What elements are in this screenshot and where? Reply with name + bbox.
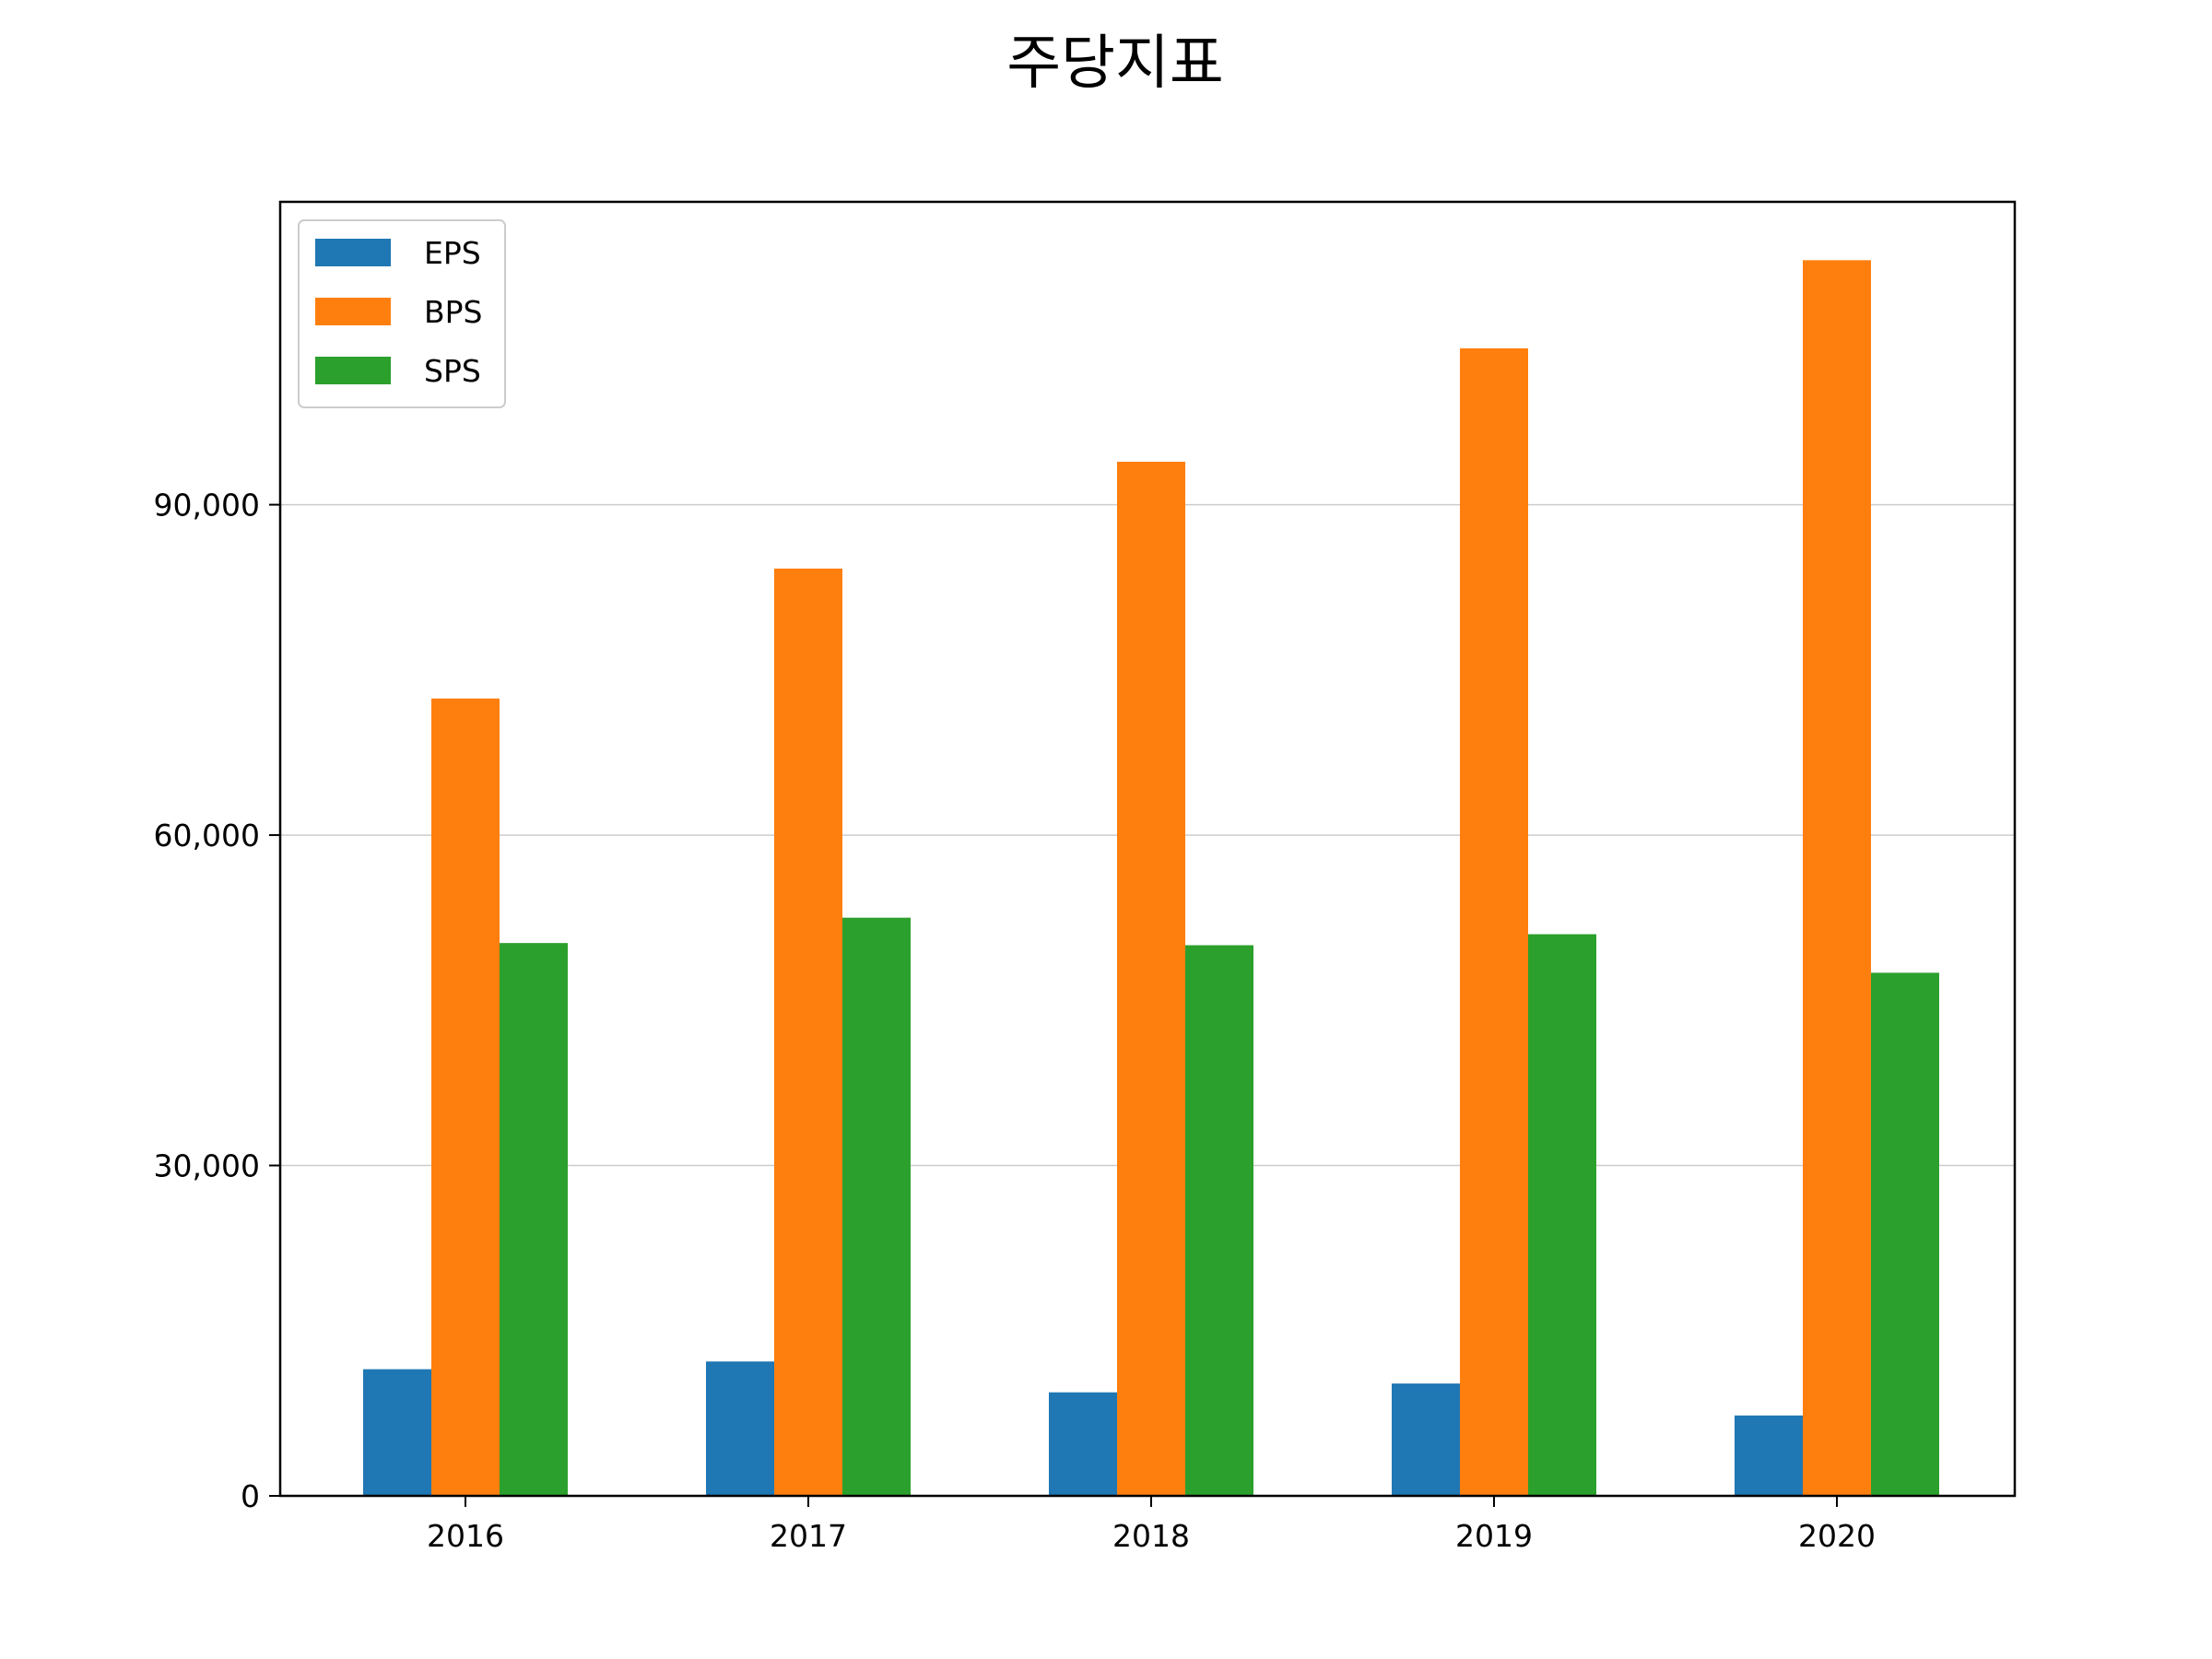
- bar-eps-2020: [1735, 1415, 1803, 1496]
- bar-sps-2017: [842, 917, 911, 1496]
- bars: [363, 260, 1939, 1497]
- bar-bps-2017: [774, 568, 842, 1496]
- x-tick-label: 2018: [1112, 1518, 1190, 1554]
- bar-bps-2018: [1117, 461, 1185, 1497]
- legend-label-bps: BPS: [424, 294, 483, 330]
- x-axis: 2016 2017 2018 2019 2020: [427, 1496, 1876, 1554]
- bar-bps-2016: [431, 698, 500, 1496]
- y-axis: 0 30,000 60,000 90,000: [154, 488, 280, 1514]
- y-tick-label: 0: [241, 1478, 260, 1514]
- bar-bps-2020: [1803, 260, 1871, 1497]
- bar-eps-2017: [706, 1361, 774, 1496]
- bar-eps-2016: [363, 1369, 431, 1496]
- bar-eps-2018: [1049, 1392, 1117, 1496]
- legend-swatch-sps: [315, 357, 391, 384]
- bar-eps-2019: [1392, 1383, 1460, 1496]
- legend-swatch-bps: [315, 298, 391, 325]
- bar-sps-2016: [500, 943, 568, 1496]
- legend-label-eps: EPS: [424, 235, 481, 271]
- bar-sps-2018: [1185, 945, 1253, 1496]
- x-tick-label: 2016: [427, 1518, 504, 1554]
- legend: EPS BPS SPS: [298, 219, 506, 408]
- chart-title: 주당지표: [1006, 29, 1224, 98]
- bar-sps-2020: [1871, 972, 1939, 1496]
- bar-sps-2019: [1528, 934, 1596, 1496]
- y-tick-label: 30,000: [154, 1148, 260, 1184]
- legend-swatch-eps: [315, 239, 391, 266]
- bar-bps-2019: [1460, 347, 1528, 1496]
- plot-frame: [278, 200, 2017, 1498]
- legend-label-sps: SPS: [424, 353, 481, 389]
- y-tick-label: 60,000: [154, 818, 260, 853]
- x-tick-label: 2017: [770, 1518, 847, 1554]
- y-tick-label: 90,000: [154, 488, 260, 524]
- x-tick-label: 2020: [1798, 1518, 1876, 1554]
- x-tick-label: 2019: [1455, 1518, 1533, 1554]
